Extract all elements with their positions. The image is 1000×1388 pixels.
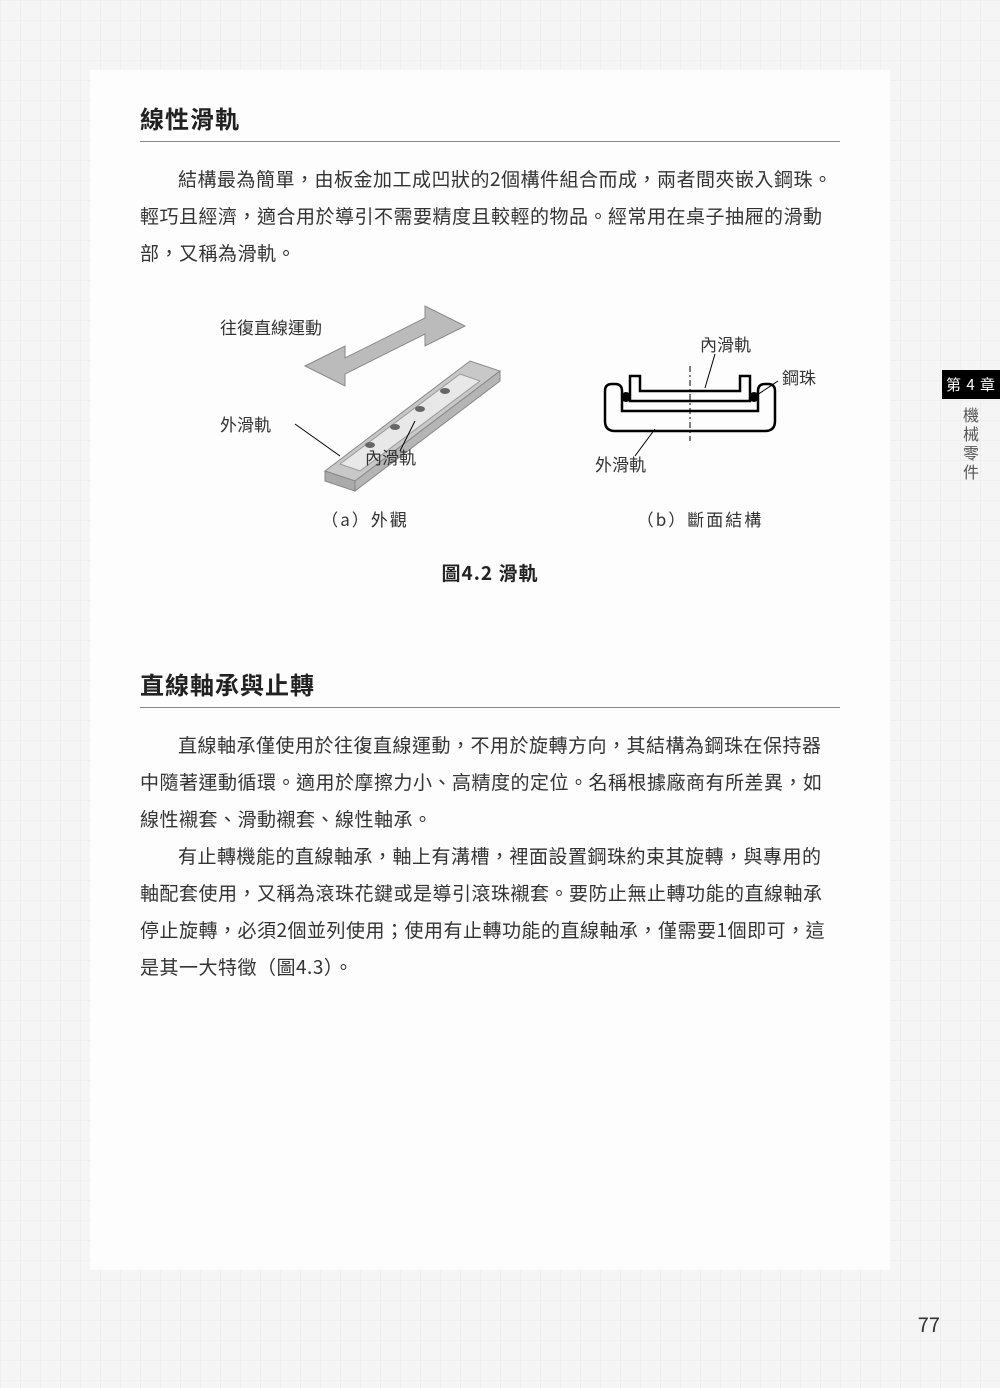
label-inner-rail-a: 內滑軌: [365, 444, 416, 469]
section1-para1: 結構最為簡單，由板金加工成凹狀的2個構件組合而成，兩者間夾嵌入鋼珠。輕巧且經濟，…: [140, 160, 840, 271]
figure-main-caption: 圖4.2 滑軌: [140, 559, 840, 586]
section2-para2: 有止轉機能的直線軸承，軸上有溝槽，裡面設置鋼珠約束其旋轉，與專用的軸配套使用，又…: [140, 837, 840, 985]
label-outer-rail-a: 外滑軌: [220, 411, 271, 436]
page-number: 77: [918, 1309, 940, 1338]
section2-para1: 直線軸承僅使用於往復直線運動，不用於旋轉方向，其結構為鋼珠在保持器中隨著運動循環…: [140, 726, 840, 837]
label-inner-rail-b: 內滑軌: [700, 331, 751, 356]
label-outer-rail-b: 外滑軌: [595, 451, 646, 476]
motion-arrow-icon: [305, 306, 465, 386]
figure-4-2: 往復直線運動 外滑軌 內滑軌 （a）外觀: [140, 296, 840, 576]
section1-heading: 線性滑軌: [140, 100, 840, 142]
chapter-tag: 第 4 章: [942, 370, 1000, 399]
page-content: 線性滑軌 結構最為簡單，由板金加工成凹狀的2個構件組合而成，兩者間夾嵌入鋼珠。輕…: [90, 70, 890, 1270]
figure-a: 往復直線運動 外滑軌 內滑軌 （a）外觀: [210, 296, 520, 531]
label-steel-ball: 鋼珠: [782, 364, 816, 389]
figure-b-caption: （b）斷面結構: [560, 506, 840, 531]
chapter-label: 機械零件: [959, 407, 983, 483]
figure-a-caption: （a）外觀: [210, 506, 520, 531]
figure-b: 內滑軌 鋼珠 外滑軌 （b）斷面結構: [560, 316, 840, 531]
label-motion: 往復直線運動: [220, 314, 322, 339]
section2-heading: 直線軸承與止轉: [140, 666, 840, 708]
chapter-side-tab: 第 4 章 機械零件: [942, 370, 1000, 483]
